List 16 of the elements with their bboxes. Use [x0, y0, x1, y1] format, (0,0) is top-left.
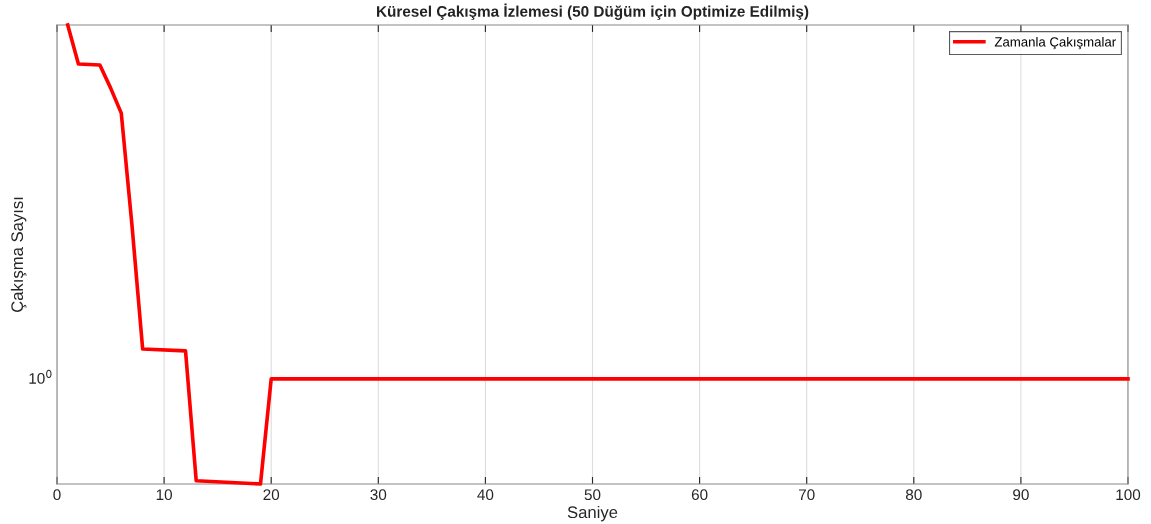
x-tick-label: 70	[798, 489, 815, 501]
x-tick-label: 60	[691, 489, 708, 501]
text: 10$^{0}$	[29, 369, 52, 384]
x-tick-label: 50	[584, 489, 601, 501]
legend-label: Zamanla Çakışmalar	[994, 36, 1116, 50]
y-axis-title: Çakışma Sayısı	[10, 197, 27, 312]
x-tick-label: 90	[1013, 489, 1029, 501]
x-tick-label: 40	[477, 489, 494, 501]
x-tick-label: 0	[53, 489, 61, 501]
x-tick-label: 100	[1116, 489, 1141, 501]
x-tick-label: 30	[370, 489, 387, 501]
x-tick-label: 20	[263, 489, 280, 501]
chart-title: Küresel Çakışma İzlemesi (50 Düğüm için Optimize Edilmiş)	[377, 3, 809, 20]
x-axis-title: Saniye	[567, 505, 618, 522]
x-tick-label: 80	[905, 489, 922, 501]
x-tick-label: 10	[156, 489, 172, 501]
